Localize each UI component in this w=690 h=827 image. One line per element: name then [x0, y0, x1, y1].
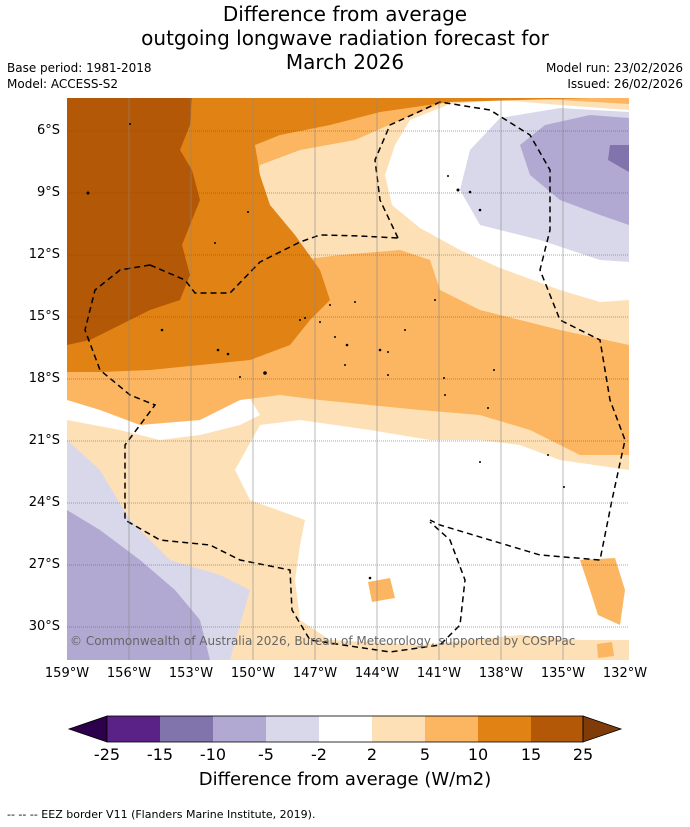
colorbar-swatch-1: [107, 716, 160, 742]
colorbar-label-neg25: -25: [93, 745, 121, 764]
base-period-info: Base period: 1981-2018 Model: ACCESS-S2: [7, 60, 152, 92]
anomaly-neg-5-neg-10-region-ne: [520, 115, 629, 225]
lon-label-159w: 159°W: [44, 666, 90, 681]
lon-label-141w: 141°W: [416, 666, 462, 681]
colorbar-label-5: 5: [419, 745, 431, 764]
colorbar-swatch-9: [531, 716, 583, 742]
anomaly-pocket-2: [580, 558, 625, 625]
colorbar: [67, 715, 623, 743]
lon-label-135w: 135°W: [540, 666, 586, 681]
lat-label-9s: 9°S: [36, 185, 60, 200]
eez-border-french-polynesia: [374, 101, 626, 561]
lon-label-150w: 150°W: [230, 666, 276, 681]
model-run-text: Model run: 23/02/2026: [545, 61, 683, 75]
lat-label-12s: 12°S: [28, 247, 60, 262]
title-line-2: outgoing longwave radiation forecast for: [141, 26, 549, 50]
lon-label-153w: 153°W: [168, 666, 214, 681]
colorbar-label-neg2: -2: [311, 745, 327, 764]
title-line-1: Difference from average: [222, 2, 468, 26]
colorbar-extend-low: [67, 715, 108, 743]
lon-label-156w: 156°W: [106, 666, 152, 681]
lon-label-147w: 147°W: [292, 666, 338, 681]
anomaly-10-15-region: [67, 98, 590, 372]
colorbar-swatch-4: [266, 716, 319, 742]
lat-label-15s: 15°S: [28, 309, 60, 324]
colorbar-outline: [106, 715, 584, 743]
anomaly-pocket-3: [597, 642, 614, 658]
lat-label-30s: 30°S: [28, 619, 60, 634]
colorbar-extend-high: [582, 715, 623, 743]
colorbar-swatch-2: [160, 716, 213, 742]
colorbar-label-2: 2: [366, 745, 378, 764]
anomaly-neg-10-neg-15-region: [608, 145, 629, 172]
eez-border-kiribati: [149, 234, 399, 294]
lon-label-138w: 138°W: [478, 666, 524, 681]
meridians: [128, 98, 564, 660]
islands: [86, 123, 565, 580]
anomaly-pocket-1: [368, 578, 395, 602]
title-line-3: March 2026: [285, 50, 405, 74]
anomaly-neg-5-neg-10-region-sw: [67, 510, 210, 660]
lat-label-18s: 18°S: [28, 371, 60, 386]
colorbar-label-neg15: -15: [146, 745, 174, 764]
eez-legend-footer: -- -- -- EEZ border V11 (Flanders Marine…: [7, 808, 316, 821]
lon-label-132w: 132°W: [602, 666, 648, 681]
copyright-credit: © Commonwealth of Australia 2026, Bureau…: [70, 634, 576, 648]
colorbar-label-25: 25: [572, 745, 594, 764]
model-text: Model: ACCESS-S2: [7, 77, 119, 91]
issued-text: Issued: 26/02/2026: [567, 77, 683, 91]
base-period-text: Base period: 1981-2018: [7, 61, 152, 75]
colorbar-label-15: 15: [520, 745, 542, 764]
colorbar-swatch-7: [425, 716, 478, 742]
lat-label-6s: 6°S: [36, 123, 60, 138]
lon-label-144w: 144°W: [354, 666, 400, 681]
colorbar-title: Difference from average (W/m2): [198, 769, 492, 790]
neutral-pocket-1: [377, 460, 402, 478]
anomaly-15-25-region: [67, 98, 200, 345]
lat-label-24s: 24°S: [28, 495, 60, 510]
colorbar-swatch-6: [372, 716, 425, 742]
colorbar-swatch-3: [213, 716, 266, 742]
colorbar-label-neg10: -10: [199, 745, 227, 764]
model-run-info: Model run: 23/02/2026 Issued: 26/02/2026: [546, 60, 683, 92]
neutral-pocket-2: [520, 585, 548, 602]
eez-border-cook-islands: [84, 264, 466, 653]
colorbar-label-neg5: -5: [258, 745, 274, 764]
graticule: [67, 130, 629, 628]
colorbar-swatch-5: [319, 716, 372, 742]
lat-label-21s: 21°S: [28, 433, 60, 448]
lat-label-27s: 27°S: [28, 557, 60, 572]
colorbar-label-10: 10: [467, 745, 489, 764]
map-title: Difference from average outgoing longwav…: [0, 2, 690, 74]
colorbar-swatch-8: [478, 716, 531, 742]
